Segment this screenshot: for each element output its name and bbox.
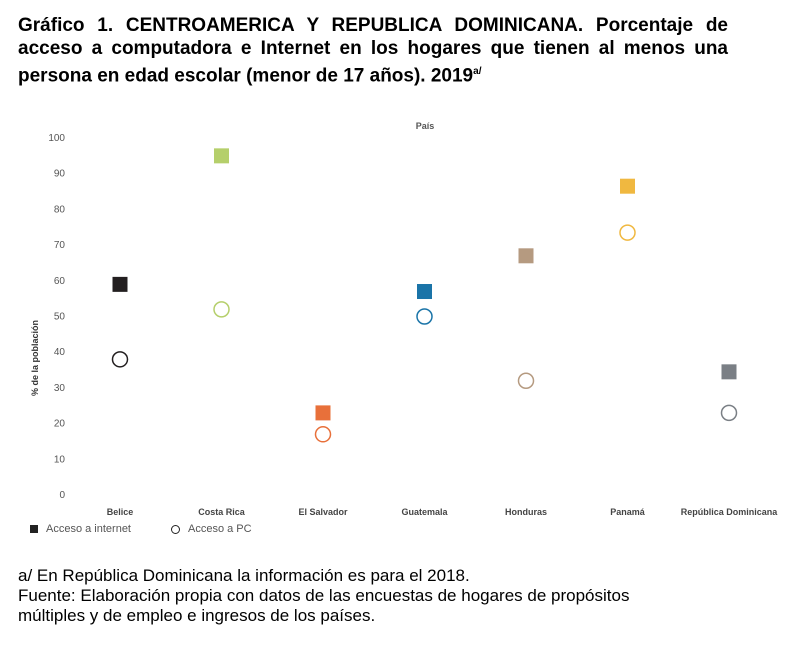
internet-access-marker [620, 178, 635, 194]
source-note-line1: Fuente: Elaboración propia con datos de … [18, 586, 630, 605]
chart-title: Gráfico 1. CENTROAMERICA Y REPUBLICA DOM… [18, 14, 728, 87]
x-tick-label: Panamá [610, 507, 646, 517]
legend-label-internet: Acceso a internet [46, 523, 131, 535]
internet-access-marker [315, 405, 331, 421]
chart-legend: Acceso a internet Acceso a PC [30, 523, 292, 535]
chart-notes: a/ En República Dominicana la informació… [18, 566, 778, 626]
pc-access-marker [720, 404, 738, 422]
internet-access-marker [518, 248, 534, 264]
x-tick-label: Costa Rica [198, 507, 246, 517]
y-tick-label: 90 [54, 169, 66, 180]
pc-access-marker [314, 426, 332, 443]
internet-access-marker [417, 284, 432, 300]
y-tick-label: 60 [54, 276, 66, 287]
legend-item-pc: Acceso a PC [171, 523, 252, 535]
chart-title-text: Gráfico 1. CENTROAMERICA Y REPUBLICA DOM… [18, 15, 728, 87]
y-tick-label: 20 [54, 419, 66, 430]
x-tick-label: Guatemala [401, 507, 448, 517]
x-tick-label: República Dominicana [681, 507, 779, 517]
title-footnote-marker: a/ [473, 66, 482, 77]
y-axis-label: % de la población [30, 320, 40, 396]
source-note-line2: múltiples y de empleo e ingresos de los … [18, 606, 376, 625]
y-axis-ticks: 0 10 20 30 40 50 60 70 80 90 100 [48, 133, 65, 501]
scatter-chart: País % de la población 0 10 20 30 40 50 60 70 80… [30, 121, 779, 517]
legend-circle-marker [171, 524, 180, 534]
pc-access-marker [619, 224, 636, 241]
pc-access-marker [517, 372, 535, 390]
y-tick-label: 80 [54, 204, 66, 215]
y-tick-label: 100 [48, 133, 65, 144]
chart-marks [111, 148, 738, 443]
legend-item-internet: Acceso a internet [30, 523, 131, 535]
y-tick-label: 70 [54, 240, 66, 251]
internet-access-marker [721, 364, 737, 380]
y-tick-label: 40 [54, 347, 66, 358]
pc-access-marker [111, 351, 129, 368]
footnote-a: a/ En República Dominicana la informació… [18, 566, 470, 585]
y-tick-label: 30 [54, 383, 66, 394]
x-axis-ticks: Belice Costa Rica El Salvador Guatemala Hond… [107, 507, 779, 517]
y-tick-label: 10 [54, 454, 66, 465]
internet-access-marker [214, 148, 229, 164]
x-tick-label: El Salvador [298, 507, 348, 517]
internet-access-marker [112, 276, 128, 292]
x-tick-label: Honduras [505, 507, 547, 517]
legend-label-pc: Acceso a PC [188, 523, 252, 535]
pc-access-marker [213, 301, 230, 318]
legend-square-marker [30, 525, 38, 533]
pc-access-marker [416, 308, 433, 325]
x-tick-label: Belice [107, 507, 134, 517]
y-tick-label: 50 [54, 312, 66, 323]
y-tick-label: 0 [59, 490, 65, 501]
chart-top-label: País [416, 121, 435, 131]
